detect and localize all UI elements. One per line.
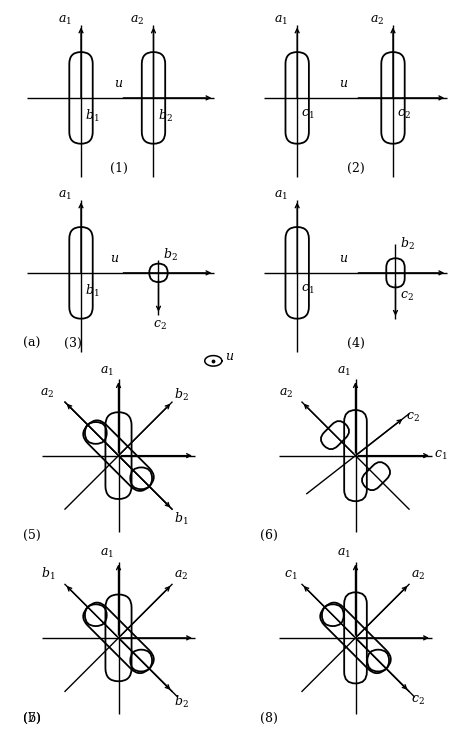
Text: $a_2$: $a_2$	[411, 569, 426, 582]
Text: u: u	[110, 252, 118, 265]
Text: (7): (7)	[23, 712, 41, 725]
Text: $c_2$: $c_2$	[411, 693, 425, 706]
Text: $b_1$: $b_1$	[85, 283, 100, 299]
Text: $a_2$: $a_2$	[370, 14, 384, 27]
Text: $b_1$: $b_1$	[85, 108, 100, 124]
Text: u: u	[339, 77, 347, 90]
Text: $a_1$: $a_1$	[58, 189, 72, 202]
Text: (1): (1)	[109, 162, 128, 174]
Text: $b_2$: $b_2$	[163, 246, 177, 263]
Text: $c_1$: $c_1$	[284, 569, 297, 582]
Text: (2): (2)	[346, 162, 365, 174]
Text: (3): (3)	[64, 337, 82, 349]
Text: (6): (6)	[260, 529, 278, 542]
Text: (5): (5)	[23, 529, 41, 542]
Text: u: u	[339, 252, 347, 265]
Text: $b_1$: $b_1$	[174, 511, 189, 528]
Text: $a_1$: $a_1$	[337, 547, 351, 560]
Text: $b_2$: $b_2$	[174, 387, 189, 403]
Text: $c_1$: $c_1$	[434, 449, 447, 462]
Text: $b_2$: $b_2$	[158, 108, 173, 124]
Text: $a_1$: $a_1$	[274, 14, 288, 27]
Text: $c_2$: $c_2$	[397, 108, 411, 121]
Text: u: u	[225, 350, 233, 363]
Text: $a_1$: $a_1$	[100, 364, 114, 378]
Text: $a_2$: $a_2$	[174, 569, 189, 582]
Text: $b_2$: $b_2$	[400, 236, 414, 252]
Text: u: u	[115, 77, 122, 90]
Text: $b_1$: $b_1$	[41, 566, 56, 582]
Text: $a_1$: $a_1$	[274, 189, 288, 202]
Text: (4): (4)	[346, 337, 365, 349]
Text: $a_2$: $a_2$	[40, 387, 54, 400]
Text: (a): (a)	[23, 337, 40, 349]
Text: (8): (8)	[260, 712, 278, 725]
Text: $c_2$: $c_2$	[407, 410, 420, 424]
Text: $a_2$: $a_2$	[279, 387, 293, 400]
Text: $a_1$: $a_1$	[58, 14, 72, 27]
Text: $c_1$: $c_1$	[301, 108, 315, 121]
Text: $a_1$: $a_1$	[100, 547, 114, 560]
Text: $a_2$: $a_2$	[130, 14, 145, 27]
Text: $c_2$: $c_2$	[400, 289, 413, 303]
Text: $b_2$: $b_2$	[174, 693, 189, 710]
Text: $c_2$: $c_2$	[154, 319, 167, 332]
Text: (b): (b)	[23, 712, 41, 725]
Text: $a_1$: $a_1$	[337, 364, 351, 378]
Text: $c_1$: $c_1$	[301, 283, 315, 296]
